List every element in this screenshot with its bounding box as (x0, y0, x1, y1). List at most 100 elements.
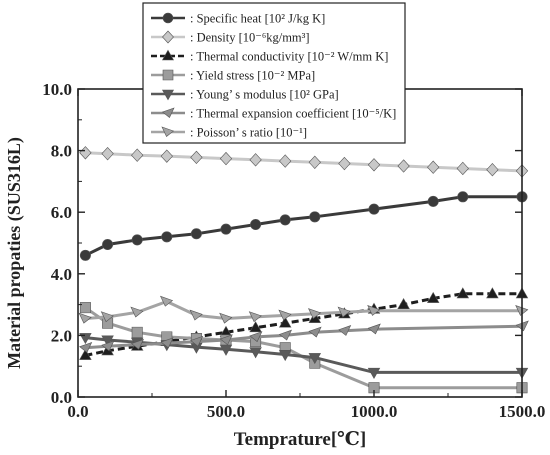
series-4 (79, 333, 529, 379)
data-point (79, 146, 92, 160)
legend-marker (162, 69, 174, 81)
data-point (131, 234, 143, 246)
y-tick-label: 10.0 (42, 80, 72, 99)
data-point (337, 306, 351, 318)
plot-area (78, 146, 529, 394)
legend-label: : Thermal conductivity [10⁻² W/mm K] (190, 50, 388, 64)
data-point (427, 160, 440, 174)
data-point (248, 311, 262, 323)
data-point (486, 163, 499, 177)
legend-marker (162, 12, 174, 24)
legend-entry-5: : Thermal expansion coefficient [10⁻⁵/K] (151, 107, 396, 121)
y-tick-label: 4.0 (51, 265, 72, 284)
y-tick-label: 6.0 (51, 203, 72, 222)
data-point (190, 150, 203, 165)
data-point (79, 302, 91, 314)
data-point (161, 231, 173, 243)
data-point (78, 312, 92, 324)
legend-label: : Thermal expansion coefficient [10⁻⁵/K] (190, 107, 396, 121)
series-0 (79, 191, 528, 261)
data-point (100, 311, 114, 323)
data-point (219, 151, 233, 166)
data-point (278, 316, 292, 328)
data-point (79, 342, 93, 353)
data-point (367, 323, 381, 335)
data-point (368, 382, 380, 394)
y-tick-label: 8.0 (51, 142, 72, 161)
series-1 (79, 146, 529, 178)
data-point (101, 335, 114, 347)
data-point (427, 195, 439, 207)
data-point (338, 325, 352, 336)
series-line (85, 324, 523, 350)
legend-label: : Yield stress [10⁻² MPa] (190, 69, 315, 83)
data-point (160, 149, 173, 163)
y-tick-label: 2.0 (51, 326, 72, 345)
data-point (79, 249, 91, 261)
data-point (308, 326, 322, 338)
data-point (130, 306, 144, 318)
data-point (367, 305, 381, 316)
data-point (368, 203, 380, 215)
data-point (160, 337, 174, 349)
legend-entry-6: : Poisson’ s ratio [10⁻¹] (151, 126, 307, 140)
data-point (159, 295, 174, 307)
legend-entry-3: : Yield stress [10⁻² MPa] (151, 69, 315, 83)
x-tick-label: 1500.0 (499, 402, 546, 421)
data-point (456, 161, 469, 176)
data-point (367, 158, 381, 172)
axes: 0.0 500.0 1000.0 1500.0 0.0 2.0 4.0 6.0 8.0 10.0 (42, 80, 545, 421)
x-tick-label: 500.0 (207, 402, 245, 421)
series-line (85, 292, 522, 357)
data-point (101, 146, 114, 161)
x-tick-label: 0.0 (67, 402, 88, 421)
data-point (219, 334, 233, 346)
legend-entry-4: : Young’ s modulus [10² GPa] (151, 88, 339, 102)
data-point (397, 298, 410, 310)
data-point (249, 347, 262, 359)
legend-label: : Young’ s modulus [10² GPa] (190, 88, 339, 102)
data-point (278, 309, 292, 321)
data-point (189, 309, 203, 321)
series-line (84, 195, 522, 257)
data-point (101, 340, 115, 352)
data-point (457, 191, 469, 203)
series-line (85, 151, 523, 173)
data-point (250, 219, 262, 231)
data-point (456, 287, 470, 299)
legend-label: : Density [10⁻⁶kg/mm³] (190, 31, 310, 45)
data-point (190, 228, 202, 240)
series-2 (79, 287, 529, 360)
legend-label: : Specific heat [10² J/kg K] (190, 12, 325, 26)
data-point (397, 159, 410, 173)
data-point (279, 154, 292, 168)
x-axis-title: Temprature[℃] (234, 429, 367, 450)
data-point (131, 148, 144, 162)
data-point (309, 211, 321, 223)
data-point (219, 312, 233, 324)
data-point (308, 155, 321, 169)
legend-label: : Poisson’ s ratio [10⁻¹] (190, 126, 307, 140)
data-point (338, 156, 351, 171)
legend-entry-2: : Thermal conductivity [10⁻² W/mm K] (151, 50, 388, 64)
legend-marker (161, 126, 175, 137)
data-point (278, 329, 293, 341)
data-point (190, 335, 204, 347)
series-line (85, 299, 522, 321)
series-5 (79, 320, 529, 353)
series-3 (79, 302, 528, 394)
data-point (249, 153, 262, 167)
data-point (308, 353, 322, 365)
data-point (130, 338, 145, 350)
data-point (367, 367, 381, 379)
data-point (79, 348, 92, 360)
data-point (486, 287, 499, 299)
legend-marker (161, 107, 175, 118)
legend: : Specific heat [10² J/kg K] : Density [1… (142, 2, 406, 144)
x-tick-label: 1000.0 (351, 402, 398, 421)
legend-entry-0: : Specific heat [10² J/kg K] (151, 12, 325, 26)
data-point (279, 214, 291, 226)
data-point (102, 239, 114, 251)
data-point (426, 291, 440, 303)
